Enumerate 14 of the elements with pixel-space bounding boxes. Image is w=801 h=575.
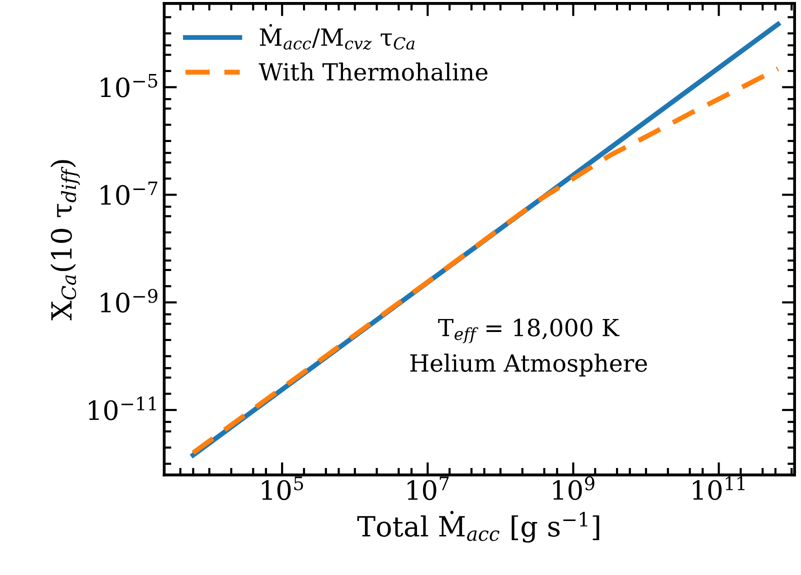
legend-label: With Thermohaline — [258, 62, 488, 81]
annotation: Helium Atmosphere — [410, 354, 647, 377]
y-tick-label: 10$^{−5}$ — [100, 74, 158, 98]
x-tick-label: 10$^{7}$ — [408, 476, 449, 500]
x-tick-label: 10$^{5}$ — [262, 476, 304, 500]
x-axis-title: Total Ṁ$_{acc}$ [g s$^{−1}$] — [357, 510, 600, 543]
y-tick-label: 10$^{−11}$ — [88, 396, 156, 420]
y-axis-title: X$_{Ca}$(10 τ$_{diff}$) — [50, 160, 80, 320]
x-tick-label: 10$^{11}$ — [692, 476, 744, 500]
x-tick-label: 10$^{9}$ — [553, 476, 594, 500]
legend-label: Ṁ$_{acc}$/M$_{cvz}$ τ$_{Ca}$ — [260, 24, 414, 50]
annotation: T$_{eff}$ = 18,000 K — [438, 318, 620, 344]
y-tick-label: 10$^{−9}$ — [100, 288, 158, 313]
y-tick-label: 10$^{−7}$ — [100, 182, 158, 206]
